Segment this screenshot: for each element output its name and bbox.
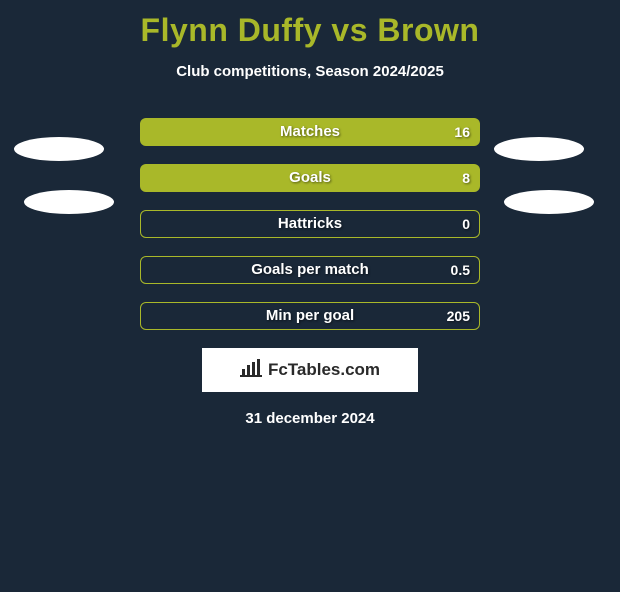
avatar-placeholder [24, 190, 114, 214]
stat-value-right: 8 [140, 164, 470, 192]
comparison-card: Flynn Duffy vs Brown Club competitions, … [0, 12, 620, 427]
avatar-placeholder [504, 190, 594, 214]
avatar-placeholder [494, 137, 584, 161]
brand-text: FcTables.com [268, 360, 380, 380]
page-subtitle: Club competitions, Season 2024/2025 [0, 63, 620, 80]
stat-row: Hattricks0 [0, 210, 620, 238]
brand-box[interactable]: FcTables.com [202, 348, 418, 392]
stat-value-right: 16 [140, 118, 470, 146]
chart-icon [240, 359, 262, 382]
footer-date: 31 december 2024 [0, 410, 620, 427]
stat-row: Goals per match0.5 [0, 256, 620, 284]
stat-row: Goals8 [0, 164, 620, 192]
avatar-placeholder [14, 137, 104, 161]
page-title: Flynn Duffy vs Brown [0, 12, 620, 49]
stat-value-right: 0.5 [140, 256, 470, 284]
stat-row: Min per goal205 [0, 302, 620, 330]
stat-value-right: 205 [140, 302, 470, 330]
stat-value-right: 0 [140, 210, 470, 238]
